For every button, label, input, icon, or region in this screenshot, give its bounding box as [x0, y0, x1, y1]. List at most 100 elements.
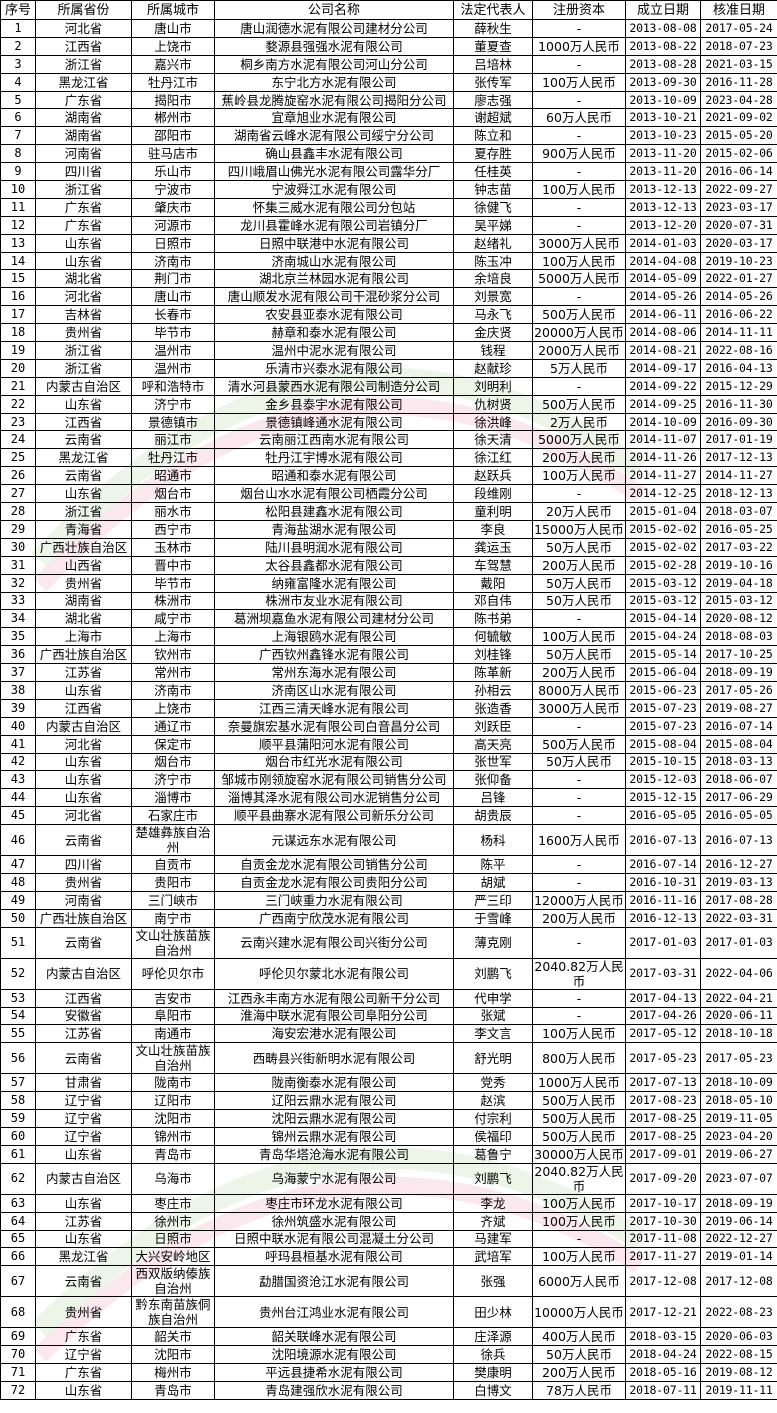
cell-established-date: 2015-08-04: [625, 734, 701, 754]
cell-province: 山东省: [35, 394, 132, 414]
cell-index: 50: [0, 908, 36, 928]
cell-index: 9: [0, 162, 36, 182]
cell-legal-rep: 代申学: [453, 988, 533, 1008]
cell-established-date: 2015-04-14: [625, 609, 701, 629]
cell-index: 65: [0, 1229, 36, 1249]
cell-province: 辽宁省: [35, 1109, 132, 1128]
cell-legal-rep: 段维刚: [453, 484, 533, 504]
cell-registered-capital: 200万人民币: [532, 663, 626, 682]
cell-approval-date: 2023-04-20: [700, 1126, 777, 1146]
cell-province: 山东省: [35, 1144, 132, 1164]
cell-registered-capital: 100万人民币: [532, 1247, 626, 1267]
cell-province: 广东省: [35, 1363, 132, 1382]
cell-city: 揭阳市: [131, 90, 215, 110]
cell-company-name: 青海盐湖水泥有限公司: [214, 519, 454, 539]
table-row: 71 广东省 梅州市 平远县捷希水泥有限公司 樊康明 200万人民币 2018-05-16 2…: [0, 1363, 777, 1382]
cell-registered-capital: -: [532, 716, 626, 736]
cell-index: 10: [0, 180, 36, 199]
cell-index: 18: [0, 323, 36, 343]
cell-registered-capital: -: [532, 19, 626, 38]
cell-city: 沈阳市: [131, 1109, 215, 1128]
cell-province: 贵州省: [35, 323, 132, 343]
table-row: 22 山东省 济宁市 金乡县泰宇水泥有限公司 仇树贤 500万人民币 2014-09-25 2…: [0, 394, 777, 414]
table-row: 35 上海市 上海市 上海银鸥水泥有限公司 何毓敏 100万人民币 2015-04-24 20…: [0, 627, 777, 647]
cell-approval-date: 2017-10-25: [700, 645, 777, 665]
cell-established-date: 2014-09-25: [625, 394, 701, 414]
cell-approval-date: 2018-08-03: [700, 627, 777, 647]
cell-approval-date: 2017-06-29: [700, 788, 777, 808]
table-row: 20 浙江省 温州市 乐清市兴泰水泥有限公司 赵献珍 5万人民币 2014-09-17 201…: [0, 358, 777, 378]
cell-city: 南通市: [131, 1024, 215, 1044]
cell-province: 贵州省: [35, 1296, 132, 1329]
cell-company-name: 牡丹江宇博水泥有限公司: [214, 448, 454, 468]
cell-registered-capital: -: [532, 988, 626, 1008]
cell-registered-capital: 50万人民币: [532, 537, 626, 557]
cell-approval-date: 2020-03-17: [700, 233, 777, 253]
cell-company-name: 景德镇峰通水泥有限公司: [214, 412, 454, 432]
table-row: 64 江苏省 徐州市 徐州筑盛水泥有限公司 齐斌 100万人民币 2017-10-30 201…: [0, 1211, 777, 1231]
cell-index: 25: [0, 448, 36, 468]
cell-approval-date: 2017-08-28: [700, 890, 777, 910]
cell-company-name: 怀集三威水泥有限公司分包站: [214, 197, 454, 217]
cell-index: 2: [0, 36, 36, 56]
cell-index: 16: [0, 287, 36, 307]
cell-city: 大兴安岭地区: [131, 1247, 215, 1267]
cell-registered-capital: -: [532, 287, 626, 307]
cell-company-name: 奈曼旗宏基水泥有限公司白音昌分公司: [214, 716, 454, 736]
cell-company-name: 桐乡南方水泥有限公司河山分公司: [214, 54, 454, 74]
cell-company-name: 平远县捷希水泥有限公司: [214, 1363, 454, 1382]
cell-city: 河源市: [131, 215, 215, 235]
table-row: 13 山东省 日照市 日照中联港中水泥有限公司 赵绪礼 3000万人民币 2014-01-0…: [0, 233, 777, 253]
cell-index: 58: [0, 1091, 36, 1111]
table-row: 57 甘肃省 陇南市 陇南衡泰水泥有限公司 党秀 1000万人民币 2017-07-13 20…: [0, 1073, 777, 1093]
cell-index: 71: [0, 1363, 36, 1382]
cell-index: 37: [0, 663, 36, 682]
cell-legal-rep: 付宗利: [453, 1109, 533, 1128]
cell-registered-capital: 1000万人民币: [532, 1073, 626, 1093]
cell-province: 河北省: [35, 806, 132, 826]
cell-province: 河南省: [35, 144, 132, 164]
cell-city: 阜阳市: [131, 1006, 215, 1026]
cell-registered-capital: 500万人民币: [532, 1091, 626, 1111]
cell-registered-capital: 2040.82万人民币: [532, 1162, 626, 1195]
cell-legal-rep: 吕培林: [453, 54, 533, 74]
cell-registered-capital: 200万人民币: [532, 555, 626, 575]
cell-legal-rep: 徐健飞: [453, 197, 533, 217]
cell-index: 72: [0, 1381, 36, 1400]
cell-company-name: 韶关联峰水泥有限公司: [214, 1327, 454, 1347]
cell-legal-rep: 徐兵: [453, 1345, 533, 1365]
cell-province: 安徽省: [35, 1006, 132, 1026]
cell-city: 乌海市: [131, 1162, 215, 1195]
cell-company-name: 陆川县明润水泥有限公司: [214, 537, 454, 557]
table-row: 60 辽宁省 锦州市 锦州云鼎水泥有限公司 侯福印 500万人民币 2017-08-25 20…: [0, 1126, 777, 1146]
cell-city: 梅州市: [131, 1363, 215, 1382]
cell-established-date: 2014-05-09: [625, 269, 701, 289]
cell-legal-rep: 童利明: [453, 502, 533, 521]
cell-legal-rep: 陈书弟: [453, 609, 533, 629]
cell-legal-rep: 李龙: [453, 1193, 533, 1213]
cell-company-name: 清水河县蒙西水泥有限公司制造分公司: [214, 376, 454, 396]
cell-registered-capital: 30000万人民币: [532, 1144, 626, 1164]
cell-city: 肇庆市: [131, 197, 215, 217]
cell-legal-rep: 赵献珍: [453, 358, 533, 378]
table-row: 7 湖南省 邵阳市 湖南省云峰水泥有限公司绥宁分公司 陈立和 -2013-10-23 201…: [0, 126, 777, 146]
cell-company-name: 徐州筑盛水泥有限公司: [214, 1211, 454, 1231]
cell-index: 59: [0, 1109, 36, 1128]
cell-established-date: 2013-08-08: [625, 19, 701, 38]
cell-index: 32: [0, 573, 36, 593]
cell-province: 山东省: [35, 1193, 132, 1213]
cell-province: 河南省: [35, 890, 132, 910]
cell-city: 辽阳市: [131, 1091, 215, 1111]
cell-province: 广东省: [35, 197, 132, 217]
header-company-name: 公司名称: [214, 0, 454, 20]
table-row: 26 云南省 昭通市 昭通和泰水泥有限公司 赵跃兵 100万人民币 2014-11-27 20…: [0, 466, 777, 486]
cell-approval-date: 2022-01-27: [700, 269, 777, 289]
cell-city: 文山壮族苗族自治州: [131, 926, 215, 959]
cell-established-date: 2015-02-02: [625, 537, 701, 557]
cell-province: 青海省: [35, 519, 132, 539]
cell-legal-rep: 金庆贤: [453, 323, 533, 343]
table-row: 9 四川省 乐山市 四川峨眉山佛光水泥有限公司露华分厂 任桂英 -2013-11-20 20…: [0, 162, 777, 182]
cell-company-name: 济南区山水泥有限公司: [214, 680, 454, 700]
cell-approval-date: 2015-08-04: [700, 734, 777, 754]
cell-established-date: 2017-08-25: [625, 1126, 701, 1146]
